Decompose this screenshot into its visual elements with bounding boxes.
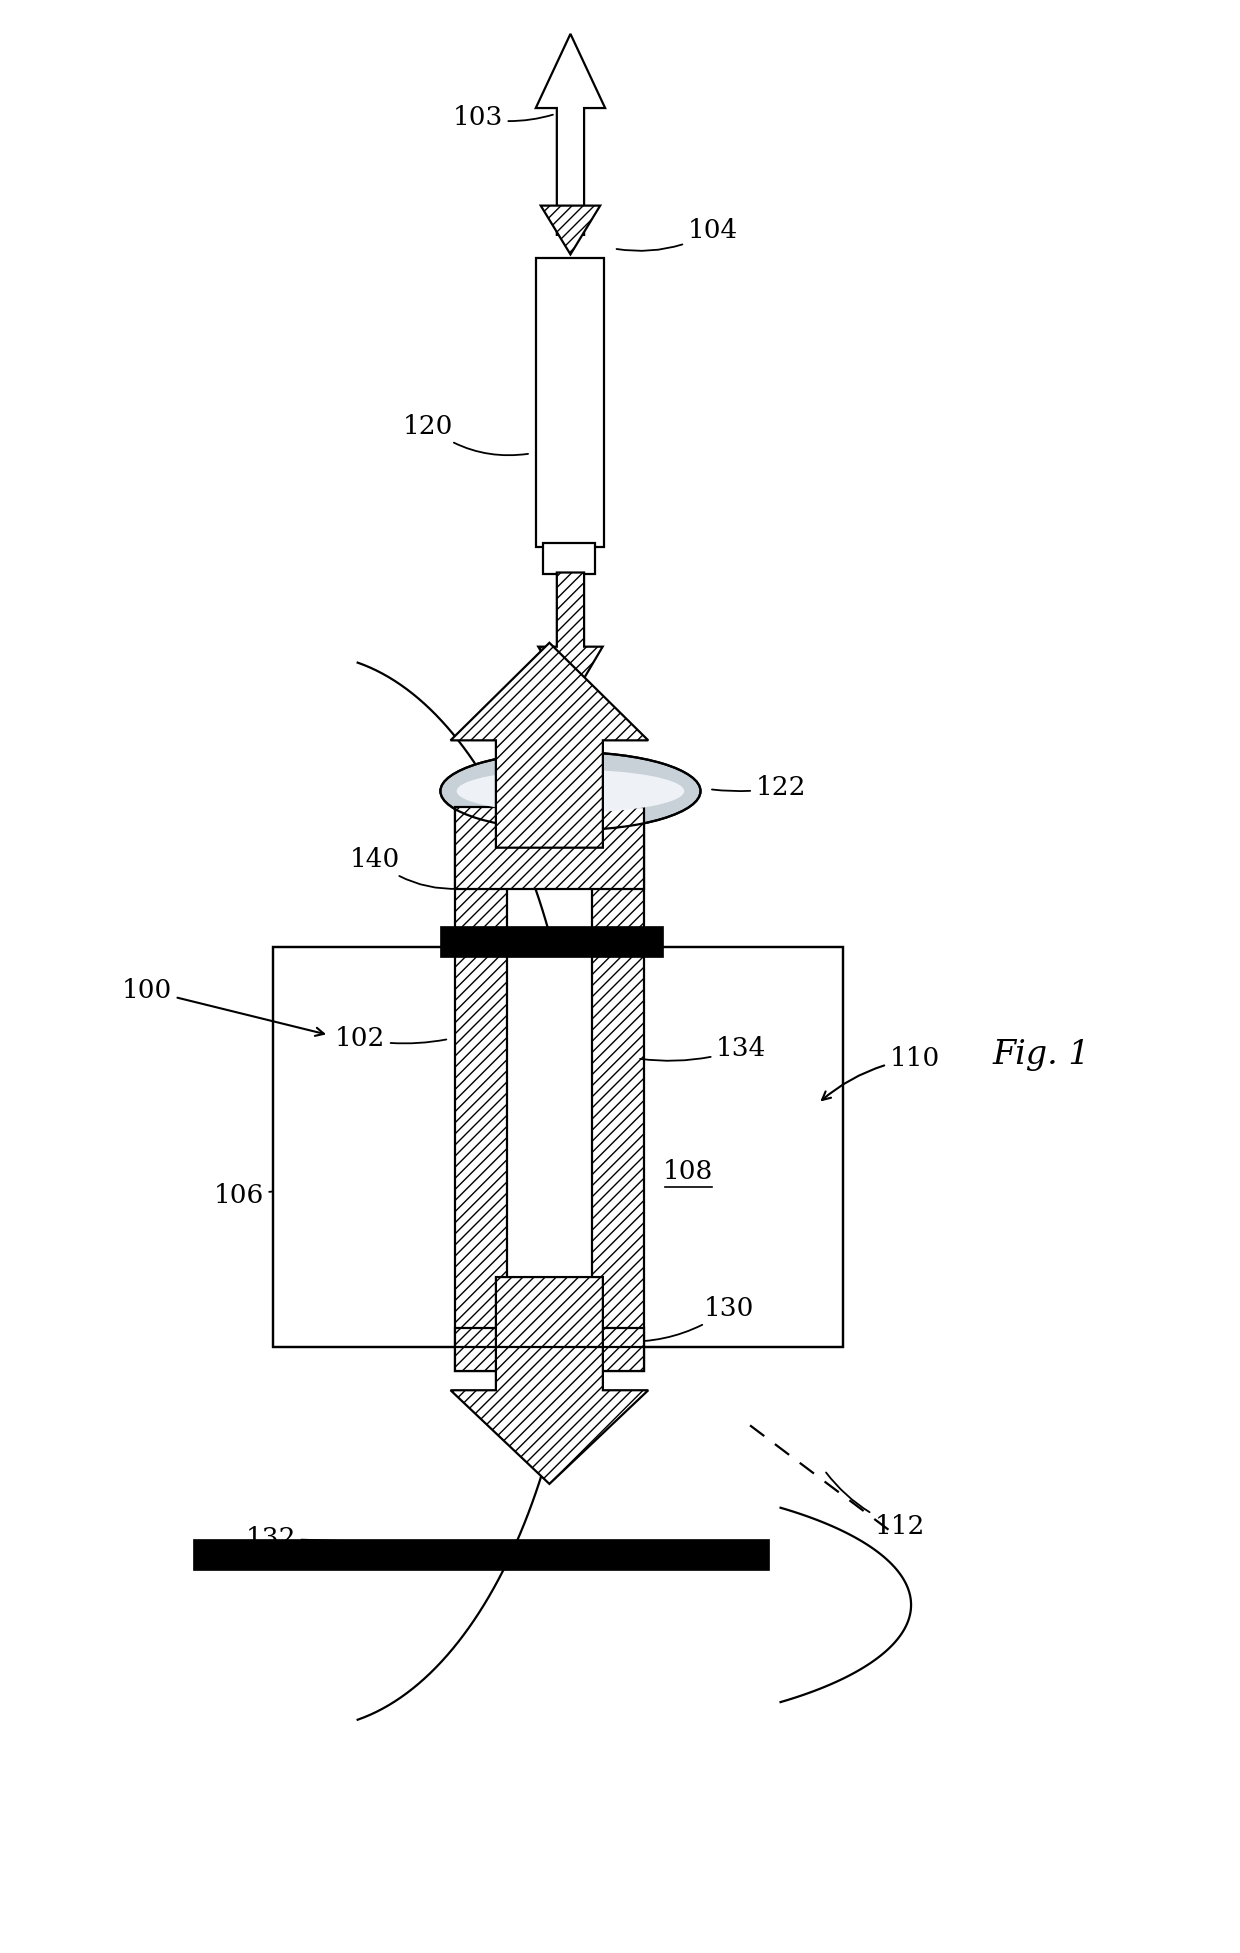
Bar xyxy=(591,807,644,1371)
Bar xyxy=(192,1539,769,1570)
Text: 122: 122 xyxy=(712,775,806,799)
Text: 110: 110 xyxy=(822,1047,940,1100)
Polygon shape xyxy=(536,33,605,234)
Text: 112: 112 xyxy=(826,1473,925,1539)
Polygon shape xyxy=(450,1277,649,1484)
Bar xyxy=(440,926,663,957)
Text: 140: 140 xyxy=(350,848,459,889)
Text: 108: 108 xyxy=(663,1160,713,1184)
Polygon shape xyxy=(541,205,600,254)
Text: 103: 103 xyxy=(453,105,553,131)
Text: 130: 130 xyxy=(622,1295,754,1342)
Text: 100: 100 xyxy=(122,978,324,1035)
Bar xyxy=(455,807,644,889)
Text: Fig. 1: Fig. 1 xyxy=(992,1039,1090,1070)
Text: 120: 120 xyxy=(403,414,528,455)
Text: 106: 106 xyxy=(213,1184,273,1207)
Polygon shape xyxy=(538,572,603,701)
Text: 132: 132 xyxy=(246,1525,382,1551)
Polygon shape xyxy=(450,643,649,848)
Bar xyxy=(273,947,843,1348)
Ellipse shape xyxy=(456,769,684,812)
Text: 102: 102 xyxy=(335,1027,446,1051)
Text: 134: 134 xyxy=(640,1037,766,1060)
Bar xyxy=(543,543,595,574)
Bar xyxy=(536,258,604,547)
Text: 104: 104 xyxy=(616,219,738,250)
Bar xyxy=(455,1328,644,1371)
Bar xyxy=(455,807,507,1371)
Ellipse shape xyxy=(440,752,701,830)
Bar xyxy=(273,947,843,1348)
